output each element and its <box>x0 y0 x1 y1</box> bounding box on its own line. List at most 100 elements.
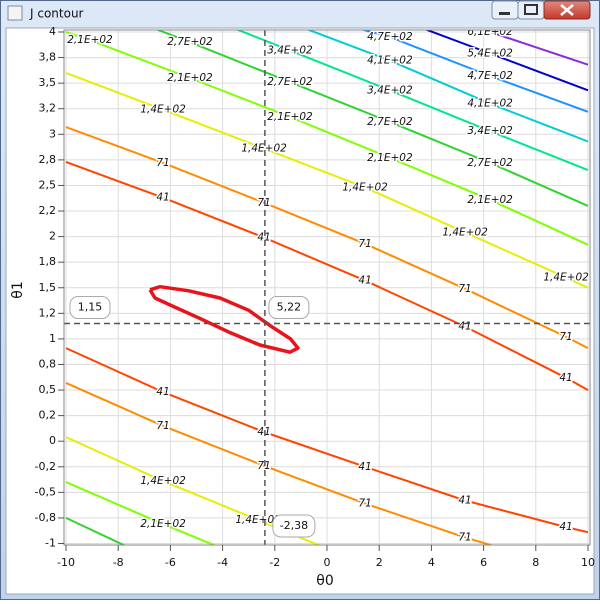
crosshair-z-label: 5,22 <box>277 301 302 314</box>
contour-label: 1,4E+02 <box>543 272 589 284</box>
x-tick-label: 8 <box>532 556 539 569</box>
contour-label: 71 <box>458 283 471 295</box>
y-tick-label: 3,2 <box>39 102 57 115</box>
crosshair-y-label-box <box>69 296 111 320</box>
axes: -10 -8 -6 -4 -2 0 2 4 6 8 10 -1 -0,8 -0,5 -0,2 0 0,2 0,5 0… <box>35 25 595 569</box>
contour-line <box>306 30 589 143</box>
x-tick-label: 10 <box>581 556 595 569</box>
x-tick-label: -4 <box>217 556 228 569</box>
contour-label: 41 <box>559 521 572 533</box>
contour-label: 41 <box>559 372 572 384</box>
contour-label: 2,7E+02 <box>167 36 213 48</box>
y-tick-label: 2,8 <box>39 153 57 166</box>
crosshair-x-label-box <box>272 514 316 538</box>
contour-label: 1,4E+02 <box>140 104 186 116</box>
contour-label: 71 <box>559 331 572 343</box>
x-tick-label: 0 <box>324 556 331 569</box>
contour-line <box>65 31 589 545</box>
contour-label: 1,4E+02 <box>235 514 281 526</box>
contour-label: 2,1E+02 <box>367 152 413 164</box>
contour-line <box>481 30 589 66</box>
contour-label: 71 <box>458 531 471 543</box>
contour-label: 41 <box>458 495 471 507</box>
contour-label: 41 <box>358 275 371 287</box>
y-tick-label: 1 <box>49 332 56 345</box>
contour-label: 71 <box>358 498 371 510</box>
contour-line <box>65 30 589 545</box>
maximize-button[interactable] <box>517 0 545 20</box>
crosshair-y-label: 1,15 <box>78 301 103 314</box>
contour-line <box>360 30 589 113</box>
x-tick-label: 4 <box>428 556 435 569</box>
contour-label: 41 <box>156 386 169 398</box>
y-tick-label: 0,8 <box>39 357 57 370</box>
minimize-button[interactable] <box>491 0 519 20</box>
contour-label: 2,7E+02 <box>467 157 513 169</box>
contour-label: 3,4E+02 <box>467 125 513 137</box>
contour-label: 71 <box>257 460 270 472</box>
min-contour <box>148 284 300 354</box>
contour-label: 6,1E+02 <box>467 26 513 38</box>
contour-label: 41 <box>257 426 270 438</box>
close-button[interactable] <box>543 0 591 20</box>
y-tick-label: -1 <box>45 537 56 550</box>
y-tick-label: 3,5 <box>39 76 57 89</box>
y-tick-label: 3 <box>49 127 56 140</box>
contour-label: 3,4E+02 <box>267 44 313 56</box>
contour-label: 4,1E+02 <box>467 98 513 110</box>
contour-line <box>424 30 589 92</box>
y-tick-label: 0 <box>49 434 56 447</box>
crosshair-z-label-box <box>268 296 310 320</box>
contour-label: 2,1E+02 <box>467 194 513 206</box>
crosshair-x-label: -2,38 <box>280 519 308 532</box>
y-tick-label: 3,8 <box>39 51 57 64</box>
contour-label: 2,1E+02 <box>140 518 186 530</box>
contour-label: 1,4E+02 <box>140 475 186 487</box>
window-icon <box>7 5 23 21</box>
y-tick-label: 1,5 <box>39 281 57 294</box>
y-tick-label: 2 <box>49 230 56 243</box>
y-tick-label: 4 <box>49 25 56 38</box>
contour-label: 41 <box>257 232 270 244</box>
y-tick-label: -0,2 <box>35 460 56 473</box>
contour-label: 2,1E+02 <box>267 111 313 123</box>
contour-line <box>65 126 589 545</box>
y-tick-label: 0,5 <box>39 383 57 396</box>
y-tick-label: 1,2 <box>39 306 57 319</box>
contour-label: 41 <box>458 321 471 333</box>
contour-label: 2,7E+02 <box>267 76 313 88</box>
x-tick-label: 2 <box>376 556 383 569</box>
window-title: J contour <box>29 7 84 21</box>
y-tick-label: 0,2 <box>39 409 57 422</box>
x-tick-label: -6 <box>165 556 176 569</box>
contour-label: 4,7E+02 <box>467 70 513 82</box>
x-axis-title: θ0 <box>316 573 333 589</box>
contour-label: 4,7E+02 <box>367 31 413 43</box>
x-tick-label: 6 <box>480 556 487 569</box>
y-tick-label: 2,5 <box>39 178 57 191</box>
contour-label: 71 <box>257 197 270 209</box>
contour-label: 41 <box>358 461 371 473</box>
y-tick-label: 2,2 <box>39 204 57 217</box>
contour-label: 71 <box>156 420 169 432</box>
contour-label: 1,4E+02 <box>241 143 287 155</box>
y-axis-title: θ1 <box>10 281 26 298</box>
y-tick-label: -0,8 <box>35 511 56 524</box>
contour-label: 3,4E+02 <box>367 84 413 96</box>
x-tick-label: -10 <box>57 556 75 569</box>
contour-label: 71 <box>358 238 371 250</box>
y-tick-label: -0,5 <box>35 485 56 498</box>
plot-area: 41 41 41 41 41 41 41 41 41 41 71 71 71 71 71 71 71 71 71 1,… <box>64 26 590 545</box>
contour-label: 2,7E+02 <box>367 116 413 128</box>
contour-label: 2,1E+02 <box>67 34 113 46</box>
contour-line <box>235 30 589 172</box>
contour-label: 1,4E+02 <box>442 227 488 239</box>
x-tick-label: -2 <box>269 556 280 569</box>
contour-label: 4,1E+02 <box>367 55 413 67</box>
y-tick-label: 1,8 <box>39 255 57 268</box>
contour-line <box>65 160 589 534</box>
contour-label: 2,1E+02 <box>167 72 213 84</box>
contour-label: 41 <box>156 192 169 204</box>
contour-label: 5,4E+02 <box>467 47 513 59</box>
